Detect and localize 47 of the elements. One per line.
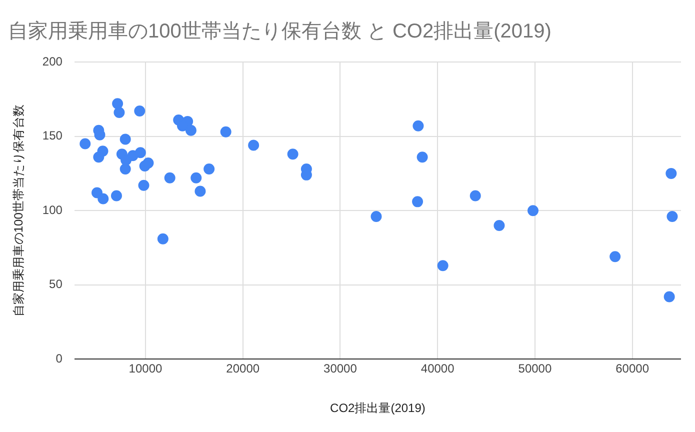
point <box>164 172 176 184</box>
point <box>528 205 539 216</box>
point <box>157 233 168 244</box>
point <box>185 124 196 136</box>
point <box>112 98 124 110</box>
point <box>194 186 206 197</box>
point <box>142 158 154 169</box>
point <box>470 190 481 202</box>
point <box>437 260 448 272</box>
point <box>134 106 146 117</box>
y-tick-label: 0 <box>56 352 63 366</box>
point <box>664 291 675 302</box>
point <box>610 251 621 262</box>
point <box>412 120 424 132</box>
point <box>494 220 505 231</box>
x-tick-label: 30000 <box>324 362 358 376</box>
point <box>120 163 131 174</box>
point <box>666 168 677 179</box>
y-tick-label: 150 <box>42 128 63 143</box>
point <box>93 152 104 163</box>
x-tick-label: 10000 <box>128 362 163 376</box>
point <box>138 180 150 191</box>
point <box>190 172 202 184</box>
point <box>80 138 91 150</box>
point <box>287 148 298 160</box>
point <box>412 196 424 208</box>
point <box>98 193 109 204</box>
point <box>134 147 146 158</box>
y-axis-title: 自家用乗用車の100世帯当たり保有台数 <box>12 104 26 317</box>
y-tick-label: 100 <box>42 202 63 217</box>
point <box>416 152 428 163</box>
point <box>114 107 125 118</box>
y-tick-label: 50 <box>49 277 63 292</box>
point <box>110 190 122 202</box>
point <box>120 134 131 145</box>
x-tick-label: 20000 <box>226 362 260 376</box>
chart-title: 自家用乗用車の100世帯当たり保有台数 と CO2排出量(2019) <box>8 20 552 43</box>
x-tick-label: 40000 <box>420 362 455 376</box>
point <box>248 140 260 151</box>
point <box>220 126 232 138</box>
x-tick-label: 50000 <box>518 362 552 376</box>
y-tick-label: 200 <box>42 54 63 68</box>
x-tick-label: 60000 <box>616 362 650 376</box>
point <box>370 211 382 222</box>
x-axis-title: CO2排出量(2019) <box>330 401 426 416</box>
point <box>204 163 215 174</box>
point <box>666 211 678 222</box>
